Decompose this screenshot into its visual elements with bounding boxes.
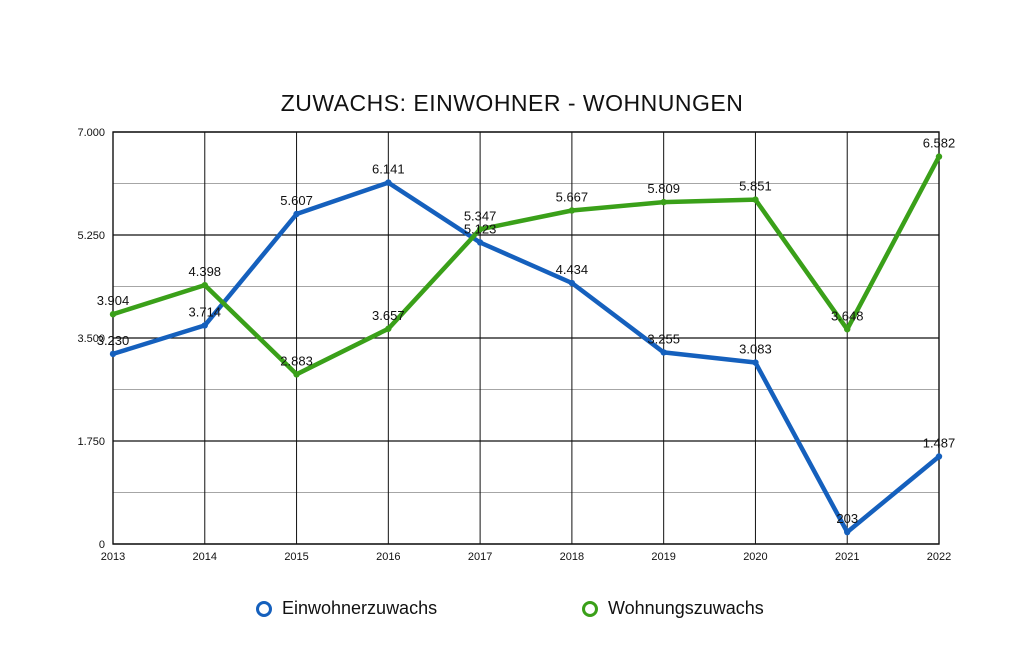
x-tick-label: 2017 [468, 551, 492, 563]
x-tick-label: 2016 [376, 551, 400, 563]
data-label: 3.648 [831, 308, 864, 323]
data-point [293, 371, 300, 378]
legend-item-wohnungszuwachs: Wohnungszuwachs [582, 598, 764, 619]
data-point [293, 210, 300, 218]
data-label: 5.607 [280, 193, 313, 208]
data-label: 5.667 [556, 189, 589, 204]
data-point [385, 325, 392, 332]
data-label: 3.904 [97, 293, 130, 308]
data-point [568, 279, 576, 287]
y-tick-label: 3.500 [77, 333, 105, 345]
data-point [752, 359, 759, 366]
data-point [660, 349, 667, 356]
chart-title: ZUWACHS: EINWOHNER - WOHNUNGEN [280, 90, 744, 116]
data-point [385, 179, 392, 186]
data-point [935, 453, 943, 460]
data-point [201, 281, 208, 289]
x-tick-label: 2013 [101, 551, 125, 563]
legend: Einwohnerzuwachs Wohnungszuwachs [0, 598, 1024, 622]
data-point [844, 326, 851, 333]
legend-label: Wohnungszuwachs [608, 598, 764, 618]
x-tick-label: 2014 [193, 551, 217, 563]
data-point [752, 196, 759, 203]
plot-frame [112, 131, 940, 545]
legend-marker-icon [582, 600, 598, 617]
data-label: 203 [836, 511, 858, 526]
x-tick-label: 2019 [651, 551, 675, 563]
data-label: 3.657 [372, 308, 405, 323]
series-line-0 [110, 180, 942, 535]
data-label: 6.582 [923, 136, 956, 151]
data-label: 6.141 [372, 162, 405, 177]
x-tick-label: 2022 [927, 551, 951, 563]
y-tick-label: 0 [99, 539, 105, 551]
data-label: 3.714 [189, 304, 222, 319]
data-point [568, 207, 576, 214]
data-label: 4.434 [556, 262, 589, 277]
y-tick-label: 1.750 [77, 436, 105, 448]
data-point [201, 322, 208, 329]
data-point [844, 528, 851, 536]
data-label: 1.487 [923, 435, 956, 450]
data-labels: 3.230 3.714 5.607 6.141 5.123 4.434 3.255 3.083… [97, 136, 956, 526]
data-point [476, 239, 484, 246]
y-tick-label: 7.000 [77, 127, 105, 139]
axes: 0 1.750 3.500 5.250 7.000 2013 2014 2015 2016 201… [77, 127, 951, 563]
grid [112, 131, 940, 545]
data-label: 3.230 [97, 333, 130, 348]
x-tick-label: 2021 [835, 551, 859, 563]
data-label: 5.851 [739, 179, 772, 194]
x-tick-label: 2018 [560, 551, 584, 563]
data-label: 5.347 [464, 208, 497, 223]
data-point [109, 350, 117, 358]
data-label: 5.123 [464, 221, 497, 236]
legend-marker-icon [256, 600, 272, 617]
series-line-1 [110, 154, 942, 377]
data-label: 3.255 [647, 331, 680, 346]
data-point [660, 198, 667, 206]
data-label: 4.398 [189, 264, 222, 279]
data-label: 2.883 [280, 353, 313, 368]
y-tick-label: 5.250 [77, 230, 105, 242]
x-tick-label: 2015 [284, 551, 308, 563]
data-point [476, 226, 484, 233]
series-lines [109, 153, 943, 536]
data-label: 5.809 [647, 181, 680, 196]
x-tick-label: 2020 [743, 551, 767, 563]
data-point [935, 153, 943, 160]
legend-label: Einwohnerzuwachs [282, 598, 438, 618]
data-label: 3.083 [739, 342, 772, 357]
data-point [109, 311, 117, 318]
legend-item-einwohnerzuwachs: Einwohnerzuwachs [256, 598, 437, 619]
